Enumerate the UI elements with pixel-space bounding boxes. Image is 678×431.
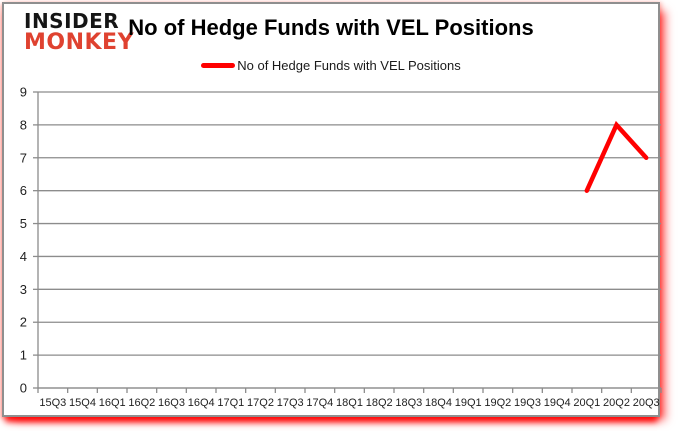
legend-line-swatch-icon bbox=[201, 63, 236, 68]
x-axis-label: 20Q3 bbox=[633, 397, 660, 409]
x-axis-label: 19Q4 bbox=[544, 397, 571, 409]
x-axis-label: 18Q3 bbox=[395, 397, 422, 409]
y-axis-label: 6 bbox=[20, 183, 27, 198]
x-axis-label: 18Q4 bbox=[425, 397, 452, 409]
x-axis-label: 15Q3 bbox=[39, 397, 66, 409]
x-axis-label: 17Q2 bbox=[247, 397, 274, 409]
logo-line-monkey: MONKEY bbox=[24, 30, 135, 55]
x-axis-label: 19Q2 bbox=[484, 397, 511, 409]
y-axis-label: 7 bbox=[20, 150, 27, 165]
y-axis-label: 4 bbox=[20, 249, 27, 264]
x-axis-label: 17Q3 bbox=[277, 397, 304, 409]
x-axis-label: 20Q1 bbox=[573, 397, 600, 409]
chart-title: No of Hedge Funds with VEL Positions bbox=[128, 15, 534, 40]
insider-monkey-logo: INSIDER MONKEY bbox=[24, 11, 134, 54]
y-axis-label: 3 bbox=[20, 282, 27, 297]
x-axis-label: 15Q4 bbox=[69, 397, 96, 409]
y-axis-label: 8 bbox=[20, 117, 27, 132]
x-axis-label: 16Q3 bbox=[158, 397, 185, 409]
series-line bbox=[584, 120, 649, 193]
x-axis-label: 20Q2 bbox=[603, 397, 630, 409]
y-axis-label: 9 bbox=[20, 85, 27, 100]
x-axis-label: 16Q1 bbox=[99, 397, 126, 409]
y-axis-label: 1 bbox=[20, 348, 27, 363]
logo-line-insider: INSIDER bbox=[24, 9, 120, 33]
x-axis-label: 17Q1 bbox=[217, 397, 244, 409]
x-axis-label: 18Q1 bbox=[336, 397, 363, 409]
x-axis-label: 19Q3 bbox=[514, 397, 541, 409]
y-axis-label: 2 bbox=[20, 315, 27, 330]
y-axis-label: 0 bbox=[20, 381, 27, 396]
x-axis-label: 18Q2 bbox=[366, 397, 393, 409]
legend: No of Hedge Funds with VEL Positions bbox=[4, 58, 658, 73]
x-axis-label: 16Q4 bbox=[188, 397, 215, 409]
x-axis-label: 19Q1 bbox=[455, 397, 482, 409]
legend-label: No of Hedge Funds with VEL Positions bbox=[237, 58, 461, 73]
y-axis-label: 5 bbox=[20, 216, 27, 231]
chart-frame: INSIDER MONKEY No of Hedge Funds with VE… bbox=[2, 2, 662, 417]
x-axis-label: 17Q4 bbox=[306, 397, 333, 409]
x-axis-label: 16Q2 bbox=[128, 397, 155, 409]
